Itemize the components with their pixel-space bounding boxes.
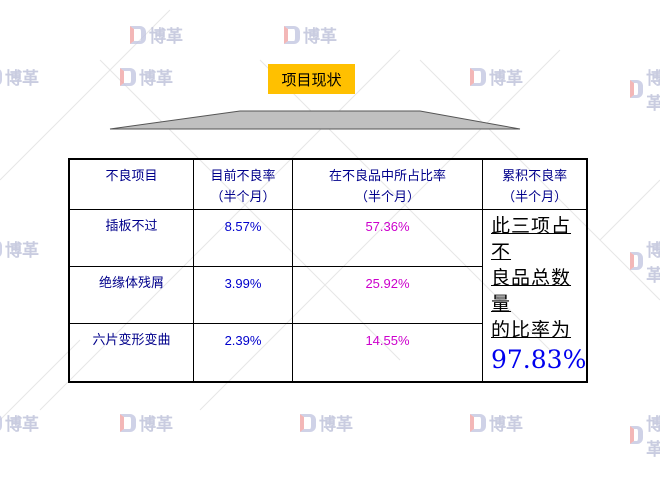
watermark-logo: 博革 — [130, 22, 183, 47]
table-row: 绝缘体残屑 3.99% 25.92% — [68, 266, 587, 324]
defect-table: 不良项目 目前不良率 （半个月） 在不良品中所占比率 （半个月） 累积不良率 （半个月… — [68, 158, 589, 383]
item-cell: 绝缘体残屑 — [68, 266, 194, 324]
summary-text: 良品总数量 — [491, 267, 572, 316]
watermark-logo: 博革 — [470, 64, 523, 89]
summary-cell: 此三项占不 良品总数量 的比率为 97.83% — [482, 209, 588, 382]
watermark-logo: 博革 — [284, 22, 337, 47]
watermark-logo: 博革 — [630, 236, 660, 286]
header-cell: 累积不良率 （半个月） — [482, 158, 588, 210]
summary-text: 此三项占不 — [491, 215, 572, 264]
item-cell: 插板不过 — [68, 209, 194, 267]
watermark-logo: 博革 — [0, 64, 39, 89]
watermark-logo: 博革 — [120, 64, 173, 89]
watermark-logo: 博革 — [0, 410, 39, 435]
table-row: 六片变形变曲 2.39% 14.55% — [68, 323, 587, 382]
header-cell: 不良项目 — [68, 158, 194, 210]
header-subtext: （半个月） — [354, 190, 420, 205]
table-row: 插板不过 8.57% 57.36% 此三项占不 良品总数量 的比率为 97.83… — [68, 209, 588, 382]
watermark-logo: 博革 — [120, 410, 173, 435]
page-title: 项目现状 — [268, 64, 355, 94]
header-text: 在不良品中所占比率 — [328, 169, 446, 184]
watermark-logo: 博革 — [0, 236, 39, 261]
header-text: 累积不良率 — [502, 169, 568, 184]
share-cell: 25.92% — [292, 266, 483, 324]
share-cell: 57.36% — [292, 209, 483, 267]
header-subtext: （半个月） — [210, 190, 276, 205]
header-text: 不良项目 — [105, 169, 158, 184]
trapezoid-shape — [109, 110, 521, 130]
header-cell: 目前不良率 （半个月） — [193, 158, 293, 210]
summary-value: 97.83% — [491, 345, 587, 375]
rate-cell: 8.57% — [193, 209, 293, 267]
rate-cell: 2.39% — [193, 323, 293, 382]
item-cell: 六片变形变曲 — [68, 323, 194, 382]
share-cell: 14.55% — [292, 323, 483, 382]
watermark-logo: 博革 — [300, 410, 353, 435]
rate-cell: 3.99% — [193, 266, 293, 324]
header-cell: 在不良品中所占比率 （半个月） — [292, 158, 483, 210]
watermark-logo: 博革 — [630, 410, 660, 460]
header-text: 目前不良率 — [210, 169, 276, 184]
summary-text: 的比率为 — [491, 319, 572, 342]
table-header-row: 不良项目 目前不良率 （半个月） 在不良品中所占比率 （半个月） 累积不良率 （半个月… — [68, 158, 588, 210]
watermark-logo: 博革 — [630, 64, 660, 114]
watermark-logo: 博革 — [470, 410, 523, 435]
header-subtext: （半个月） — [502, 190, 568, 205]
